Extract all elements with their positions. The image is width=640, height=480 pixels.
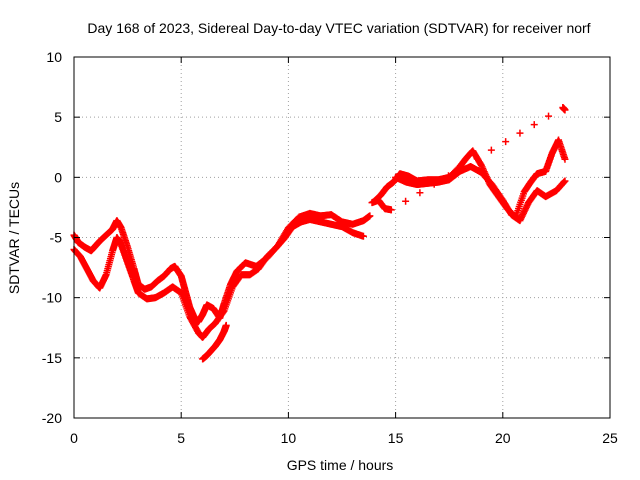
y-tick-label: -10 (42, 290, 62, 306)
y-axis-label: SDTVAR / TECUs (6, 182, 22, 294)
data-point (459, 163, 467, 171)
data-point (502, 138, 510, 146)
y-tick-label: -5 (50, 230, 63, 246)
x-tick-label: 15 (388, 430, 404, 446)
data-point (561, 106, 569, 114)
y-tick-label: -20 (42, 410, 62, 426)
data-point (487, 146, 495, 154)
data-point (430, 180, 438, 188)
x-tick-label: 5 (177, 430, 185, 446)
grid-lines (74, 57, 610, 418)
x-tick-label: 0 (70, 430, 78, 446)
x-tick-label: 25 (602, 430, 618, 446)
chart-title: Day 168 of 2023, Sidereal Day-to-day VTE… (87, 20, 590, 36)
data-point (366, 212, 374, 220)
data-point (444, 172, 452, 180)
x-axis-label: GPS time / hours (287, 457, 394, 473)
data-point (530, 121, 538, 129)
y-tick-label: 10 (46, 49, 62, 65)
data-point (359, 232, 367, 240)
x-tick-label: 20 (495, 430, 511, 446)
y-tick-label: 0 (54, 169, 62, 185)
data-point (387, 206, 395, 214)
data-point (545, 112, 553, 120)
data-point (473, 155, 481, 163)
y-tick-label: -15 (42, 350, 62, 366)
y-tick-label: 5 (54, 109, 62, 125)
tick-labels: 0 5 10 15 20 25 -20 -15 -10 -5 0 5 10 (42, 49, 618, 446)
data-point (402, 197, 410, 205)
data-points (70, 104, 569, 363)
data-point (561, 155, 569, 163)
data-point (516, 129, 524, 137)
data-point (222, 321, 230, 329)
data-point (561, 177, 569, 185)
data-point (416, 189, 424, 197)
x-tick-label: 10 (281, 430, 297, 446)
axis-ticks (73, 56, 611, 419)
